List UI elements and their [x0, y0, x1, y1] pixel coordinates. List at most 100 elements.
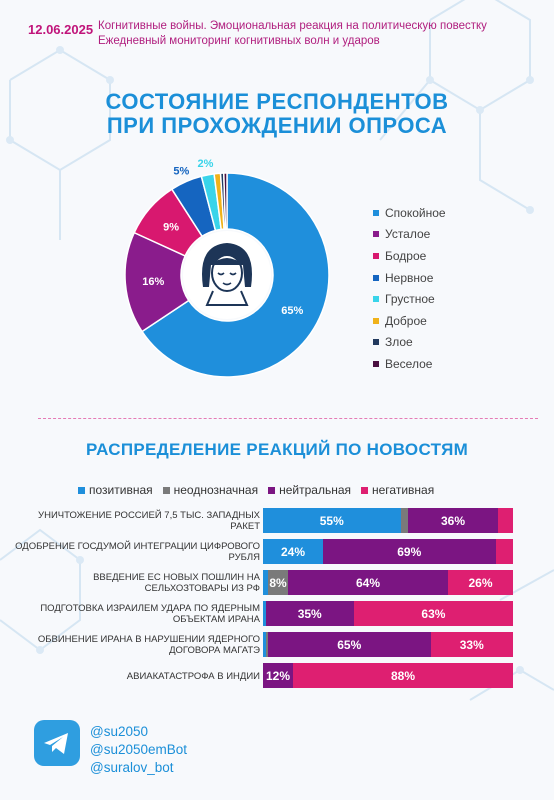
- legend-label: Доброе: [385, 313, 427, 328]
- bar-segment: 69%: [323, 539, 496, 564]
- bar-segment: 63%: [353, 601, 513, 626]
- legend-swatch: [373, 296, 379, 303]
- bar-segment: [263, 601, 266, 626]
- telegram-icon: [44, 733, 68, 754]
- bar-segment: [495, 539, 513, 564]
- stacked-bar: 8% 64% 26%: [263, 570, 513, 595]
- bar-segment: 35%: [265, 601, 354, 626]
- legend-label: Злое: [385, 335, 413, 350]
- section-divider: [38, 418, 538, 419]
- bar-row: ВВЕДЕНИЕ ЕС НОВЫХ ПОШЛИН НА СЕЛЬХОЗТОВАР…: [0, 568, 554, 599]
- bar-row: ПОДГОТОВКА ИЗРАИЛЕМ УДАРА ПО ЯДЕРНЫМ ОБЪ…: [0, 599, 554, 630]
- bar-segment: 24%: [263, 539, 323, 564]
- stacked-bar: 12% 88%: [263, 663, 513, 688]
- legend-label: Усталое: [385, 227, 431, 242]
- legend-item: Бодрое: [373, 245, 446, 267]
- donut-slice-1: [141, 172, 330, 378]
- donut-legend: Спокойное Усталое Бодрое Нервное Грустное Доб…: [373, 202, 446, 375]
- stacked-bar: 24% 69%: [263, 539, 513, 564]
- bar-segment: 8%: [268, 570, 288, 595]
- handle-link[interactable]: @su2050emBot: [90, 742, 188, 757]
- header-title: Когнитивные войны. Эмоциональная реакция…: [98, 20, 487, 32]
- legend-item: позитивная: [78, 483, 153, 497]
- donut-slice-label: 9%: [163, 222, 179, 234]
- stacked-bar: 55% 36%: [263, 508, 513, 533]
- legend-swatch: [373, 339, 379, 346]
- legend-label: Нервное: [385, 270, 434, 285]
- donut-slice-label: 5%: [173, 166, 189, 178]
- legend-label: Спокойное: [385, 205, 446, 220]
- legend-item: Усталое: [373, 224, 446, 246]
- legend-label: Грустное: [385, 292, 435, 307]
- stacked-bar: 65% 33%: [263, 632, 513, 657]
- bar-segment: 36%: [408, 508, 498, 533]
- bar-row: УНИЧТОЖЕНИЕ РОССИЕЙ 7,5 ТЫС. ЗАПАДНЫХ РА…: [0, 506, 554, 537]
- legend-item: Спокойное: [373, 202, 446, 224]
- handle-link[interactable]: @suralov_bot: [90, 760, 174, 775]
- bar-segment: [263, 632, 266, 657]
- legend-swatch: [373, 209, 379, 216]
- bar-segment: [498, 508, 513, 533]
- header-date: 12.06.2025: [28, 22, 94, 37]
- bar-category-label: УНИЧТОЖЕНИЕ РОССИЕЙ 7,5 ТЫС. ЗАПАДНЫХ РА…: [38, 510, 260, 532]
- contact-handles: @su2050 @su2050emBot @suralov_bot: [90, 723, 187, 777]
- legend-item: Грустное: [373, 288, 446, 310]
- legend-item: Злое: [373, 332, 446, 354]
- bar-category-label: ОДОБРЕНИЕ ГОСДУМОЙ ИНТЕГРАЦИИ ЦИФРОВОГО …: [15, 541, 260, 563]
- bar-segment: [265, 632, 268, 657]
- legend-item: Нервное: [373, 267, 446, 289]
- bar-segment: 64%: [288, 570, 448, 595]
- legend-swatch: [162, 486, 170, 494]
- legend-item: Веселое: [373, 353, 446, 375]
- legend-label: нейтральная: [279, 483, 351, 497]
- legend-item: неоднозначная: [162, 483, 259, 497]
- bar-chart-title: РАСПРЕДЕЛЕНИЕ РЕАКЦИЙ ПО НОВОСТЯМ: [85, 440, 469, 459]
- bar-segment: 26%: [448, 570, 513, 595]
- legend-swatch: [361, 486, 368, 494]
- legend-label: Бодрое: [385, 248, 427, 263]
- bar-segment: 65%: [268, 632, 431, 657]
- donut-slice-8: [222, 172, 228, 230]
- donut-slice-label: 65%: [281, 305, 303, 317]
- bar-segment: 33%: [430, 632, 513, 657]
- legend-label: позитивная: [89, 483, 153, 497]
- pie-chart-title: СОСТОЯНИЕ РЕСПОНДЕНТОВ ПРИ ПРОХОЖДЕНИИ О…: [0, 90, 554, 138]
- pie-chart-title-line1: СОСТОЯНИЕ РЕСПОНДЕНТОВ: [105, 89, 449, 114]
- bar-category-label: ВВЕДЕНИЕ ЕС НОВЫХ ПОШЛИН НА СЕЛЬХОЗТОВАР…: [93, 572, 260, 594]
- legend-label: Веселое: [385, 356, 433, 371]
- legend-swatch: [373, 252, 379, 259]
- bar-category-label: АВИАКАТАСТРОФА В ИНДИИ: [126, 671, 260, 682]
- legend-swatch: [373, 317, 379, 324]
- respondent-face-icon: [183, 231, 271, 319]
- stacked-bar: 35% 63%: [263, 601, 513, 626]
- legend-item: нейтральная: [268, 483, 351, 497]
- donut-slice-label: 16%: [142, 276, 164, 288]
- legend-swatch: [373, 360, 379, 367]
- header-subtitle: Ежедневный мониторинг когнитивных волн и…: [98, 35, 380, 47]
- legend-label: негативная: [372, 483, 435, 497]
- bar-row: ОБВИНЕНИЕ ИРАНА В НАРУШЕНИИ ЯДЕРНОГО ДОГ…: [0, 630, 554, 661]
- donut-slice-label: 2%: [197, 158, 213, 170]
- bar-segment: 88%: [293, 663, 513, 688]
- bar-segment: [400, 508, 408, 533]
- bar-category-label: ПОДГОТОВКА ИЗРАИЛЕМ УДАРА ПО ЯДЕРНЫМ ОБЪ…: [40, 603, 260, 625]
- bar-segment: 12%: [263, 663, 293, 688]
- donut-chart: 65% 16% 9% 5% 2%: [124, 158, 330, 378]
- legend-swatch: [268, 486, 276, 494]
- legend-swatch: [78, 486, 85, 494]
- handle-link[interactable]: @su2050: [90, 724, 148, 739]
- bar-legend: позитивная неоднозначная нейтральная негати…: [78, 483, 434, 497]
- legend-swatch: [373, 231, 379, 238]
- legend-item: Доброе: [373, 310, 446, 332]
- legend-label: неоднозначная: [173, 483, 259, 497]
- pie-chart-title-line2: ПРИ ПРОХОЖДЕНИИ ОПРОСА: [106, 113, 448, 138]
- legend-item: негативная: [361, 483, 434, 497]
- bar-segment: 55%: [263, 508, 401, 533]
- bar-category-label: ОБВИНЕНИЕ ИРАНА В НАРУШЕНИИ ЯДЕРНОГО ДОГ…: [37, 634, 260, 656]
- bar-segment: [263, 570, 268, 595]
- bar-row: АВИАКАТАСТРОФА В ИНДИИ 12% 88%: [0, 661, 554, 692]
- bar-row: ОДОБРЕНИЕ ГОСДУМОЙ ИНТЕГРАЦИИ ЦИФРОВОГО …: [0, 537, 554, 568]
- legend-swatch: [373, 274, 379, 281]
- telegram-logo: [34, 720, 80, 766]
